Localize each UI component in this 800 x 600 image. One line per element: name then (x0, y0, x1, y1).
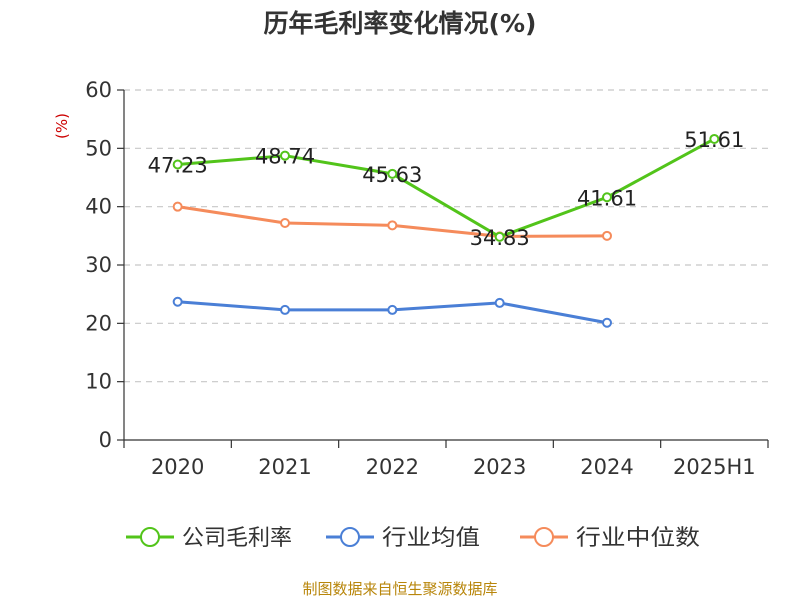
legend-marker-icon (340, 527, 360, 547)
series-0-point-2020 (172, 159, 183, 170)
gridlines (124, 89, 768, 383)
x-tick-label-2024: 2024 (580, 455, 633, 479)
data-label-2025H1: 51.61 (684, 128, 744, 152)
series-0-point-2022 (387, 168, 398, 179)
y-tick-label-60: 60 (85, 78, 112, 102)
series-0-point-2024 (602, 192, 612, 203)
legend-item-2: 行业中位数 (520, 526, 700, 551)
legend-item-0: 公司毛利率 (126, 526, 292, 551)
legend: 公司毛利率 行业均值 行业中位数 (126, 526, 700, 551)
series-2-point-2024 (602, 230, 612, 241)
chart-title: 历年毛利率变化情况(%) (263, 9, 537, 38)
y-tick-label-20: 20 (85, 311, 112, 335)
data-label-2024: 41.61 (577, 186, 637, 210)
legend-label: 公司毛利率 (182, 526, 292, 551)
series-0-point-2021 (280, 150, 290, 161)
x-tick-label-2023: 2023 (473, 455, 526, 479)
legend-item-1: 行业均值 (326, 526, 480, 551)
series-0-point-2023 (494, 231, 505, 242)
series-2-point-2020 (172, 201, 183, 212)
series-0-point-2025H1 (709, 133, 720, 144)
data-label-2023: 34.83 (470, 226, 530, 250)
x-tick-label-2020: 2020 (151, 455, 204, 479)
footer-source: 制图数据来自恒生聚源数据库 (302, 580, 498, 598)
y-tick-label-50: 50 (85, 136, 112, 160)
x-tick-label-2022: 2022 (366, 455, 419, 479)
x-tick-label-2021: 2021 (258, 455, 311, 479)
legend-label: 行业中位数 (576, 526, 700, 551)
series-line-0 (177, 137, 716, 239)
legend-marker-icon (140, 527, 160, 547)
y-tick-label-0: 0 (99, 428, 112, 452)
x-tick-label-2025H1: 2025H1 (673, 455, 756, 479)
series-1-point-2020 (172, 296, 183, 307)
series-1-point-2024 (602, 317, 612, 328)
y-tick-label-30: 30 (85, 253, 112, 277)
data-labels: 47.23 48.74 45.63 34.83 41.61 51.61 (148, 128, 745, 250)
y-tick-label-40: 40 (85, 195, 112, 219)
y-axis-unit-label: (%) (53, 113, 71, 139)
legend-marker-icon (534, 527, 554, 547)
data-label-2022: 45.63 (362, 163, 422, 187)
series-1-point-2021 (280, 304, 290, 315)
series-2-point-2022 (387, 220, 398, 231)
axes: 0 10 20 30 40 50 60 2020 2021 2022 2023 2024 2025H1 (85, 78, 769, 479)
series-1-point-2022 (387, 304, 398, 315)
series-lines (172, 133, 720, 328)
series-2-point-2021 (280, 218, 290, 228)
legend-label: 行业均值 (382, 526, 480, 551)
data-label-2021: 48.74 (255, 145, 315, 169)
data-label-2020: 47.23 (148, 153, 208, 177)
series-1-point-2023 (494, 297, 505, 308)
y-tick-label-10: 10 (85, 370, 112, 394)
